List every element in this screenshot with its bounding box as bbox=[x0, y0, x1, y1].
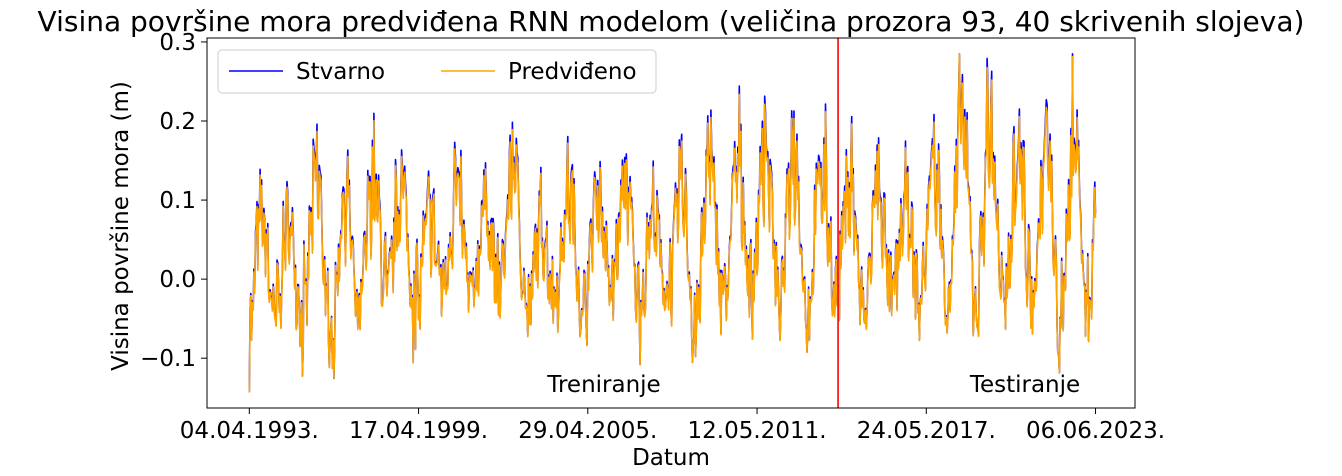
legend-label-predvideno: Predviđeno bbox=[508, 59, 637, 85]
chart-title: Visina površine mora predviđena RNN mode… bbox=[38, 5, 1305, 38]
x-tick-label: 12.05.2011. bbox=[688, 418, 827, 444]
x-tick-label: 17.04.1999. bbox=[349, 418, 488, 444]
x-axis-ticks: 04.04.1993. 17.04.1999. 29.04.2005. 12.05.2… bbox=[180, 408, 1165, 444]
y-axis-label: Visina površine mora (m) bbox=[108, 81, 134, 371]
plot-area bbox=[206, 37, 1136, 409]
y-tick-label: 0.0 bbox=[159, 267, 196, 293]
y-axis-ticks: −0.1 0.0 0.1 0.2 0.3 bbox=[140, 30, 207, 372]
x-tick-label: 24.05.2017. bbox=[857, 418, 996, 444]
y-tick-label: 0.1 bbox=[159, 188, 196, 214]
region-label-test: Testiranje bbox=[969, 372, 1080, 398]
x-tick-label: 04.04.1993. bbox=[180, 418, 319, 444]
x-axis-label: Datum bbox=[632, 445, 710, 471]
x-tick-label: 06.06.2023. bbox=[1026, 418, 1165, 444]
series-layer bbox=[248, 53, 1097, 393]
legend-label-stvarno: Stvarno bbox=[296, 59, 385, 85]
x-tick-label: 29.04.2005. bbox=[518, 418, 657, 444]
plot-frame bbox=[206, 37, 1136, 409]
legend: Stvarno Predviđeno bbox=[217, 49, 657, 94]
y-tick-label: 0.2 bbox=[159, 109, 196, 135]
legend-box bbox=[217, 49, 657, 94]
region-label-train: Treniranje bbox=[546, 372, 660, 398]
y-tick-label: −0.1 bbox=[140, 346, 196, 372]
y-tick-label: 0.3 bbox=[159, 30, 196, 56]
series-line-predvideno bbox=[248, 53, 1097, 393]
